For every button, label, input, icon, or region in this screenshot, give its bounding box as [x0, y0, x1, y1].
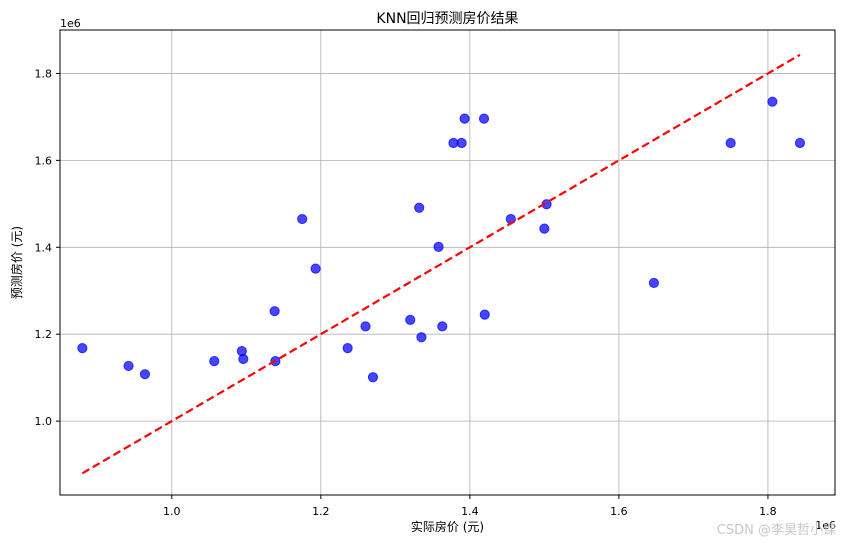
y-tick-label: 1.4 [35, 241, 53, 254]
x-axis-label: 实际房价 (元) [411, 519, 484, 534]
y-axis-offset-label: 1e6 [60, 17, 81, 30]
y-tick-label: 1.2 [35, 328, 53, 341]
data-point [479, 309, 490, 320]
reference-line-layer [81, 53, 801, 475]
data-point [416, 332, 427, 343]
data-point [360, 321, 371, 332]
y-tick-label: 1.0 [35, 415, 53, 428]
data-point [459, 113, 470, 124]
data-point [433, 241, 444, 252]
data-point [767, 96, 778, 107]
data-point [269, 306, 280, 317]
data-point [238, 353, 249, 365]
y-tick-label: 1.6 [35, 154, 53, 167]
data-point [367, 372, 379, 383]
x-tick-label: 1.0 [163, 505, 181, 518]
scatter-points [77, 96, 806, 383]
y-axis-label: 预测房价 (元) [9, 226, 24, 299]
data-point [139, 369, 151, 380]
x-axis-offset-label: 1e6 [815, 519, 836, 532]
watermark-text: CSDN @李昊哲小课 [717, 523, 836, 538]
data-point [478, 113, 490, 124]
data-point [725, 137, 736, 149]
reference-line [81, 53, 801, 475]
plot-frame [59, 29, 836, 496]
data-point [77, 343, 88, 354]
data-point [310, 263, 321, 274]
data-point [456, 137, 467, 149]
data-point [209, 356, 220, 367]
data-point [297, 213, 308, 225]
x-tick-label: 1.2 [312, 505, 330, 518]
chart-title: KNN回归预测房价结果 [376, 10, 518, 27]
x-tick-label: 1.6 [610, 505, 628, 518]
data-point [437, 321, 448, 332]
x-tick-label: 1.8 [759, 505, 777, 518]
x-tick-label: 1.4 [461, 505, 479, 518]
axis-ticks: 1.0 1.2 1.4 1.6 1.8 1.0 1.2 1.4 1.6 1.8 [35, 67, 777, 518]
data-point [342, 343, 353, 354]
data-point [648, 277, 660, 289]
data-point [414, 202, 425, 213]
data-point [794, 137, 806, 149]
grid [60, 30, 835, 495]
data-point [123, 360, 134, 372]
y-tick-label: 1.8 [35, 67, 53, 80]
data-point [539, 223, 550, 234]
data-point [405, 314, 416, 325]
